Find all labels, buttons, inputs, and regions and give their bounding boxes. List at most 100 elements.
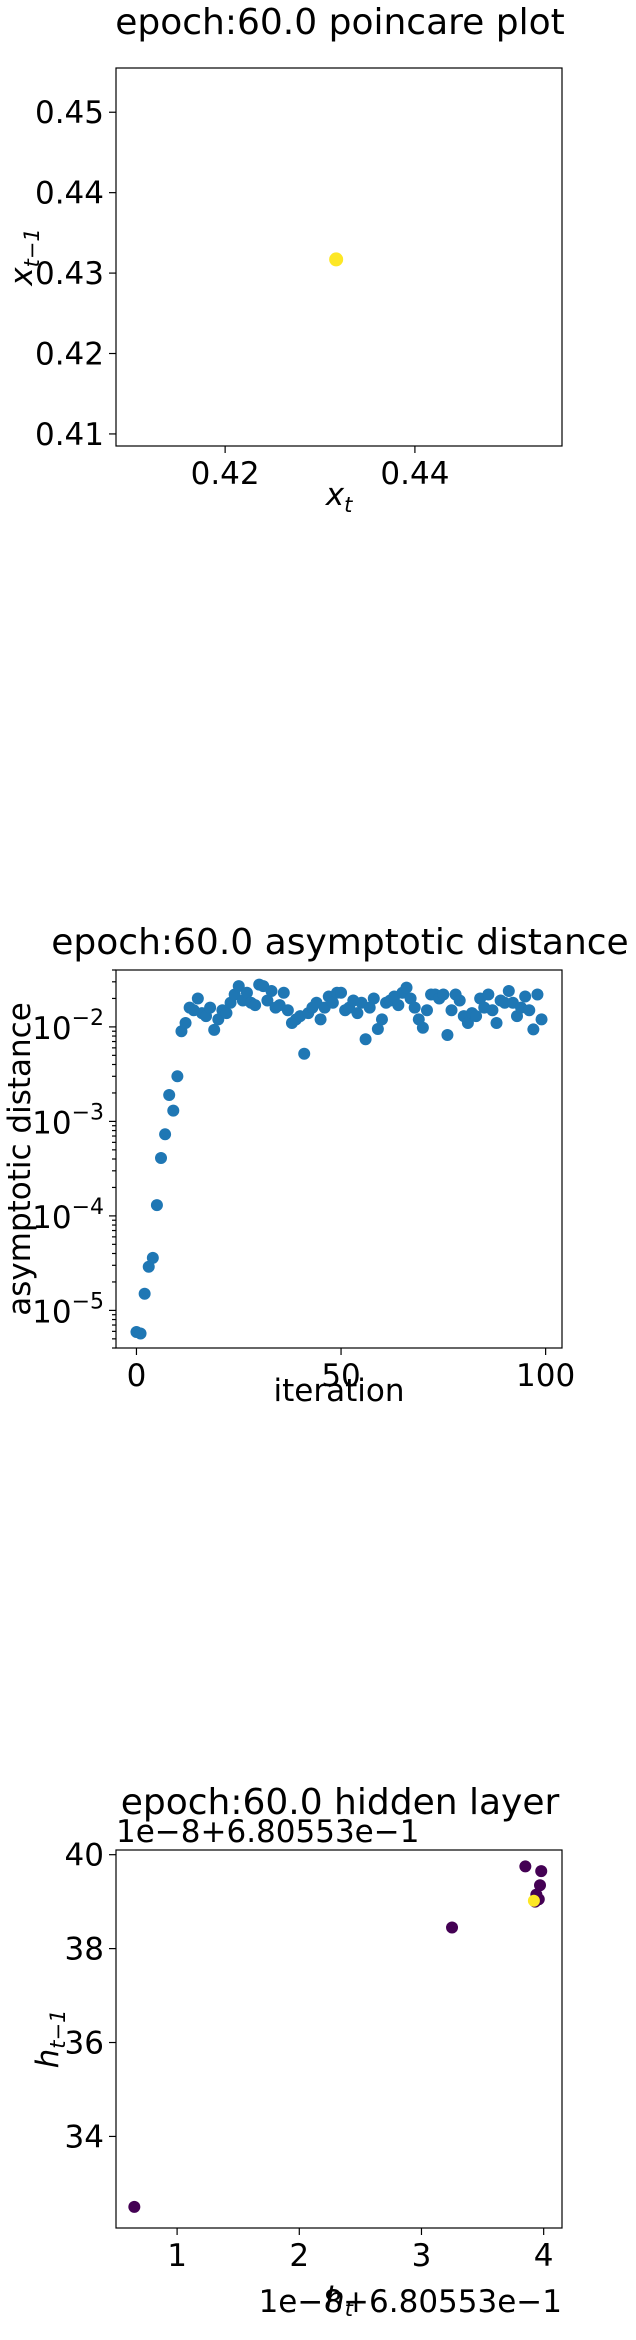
data-point	[502, 984, 515, 997]
data-point	[155, 1151, 168, 1164]
data-point	[535, 1013, 548, 1026]
asymptotic-points	[130, 978, 548, 1340]
data-point	[351, 1007, 364, 1020]
data-point	[359, 1033, 372, 1046]
data-point	[523, 1004, 536, 1017]
y-tick-label: 36	[65, 2026, 104, 2062]
data-point	[232, 980, 245, 993]
y-tick-label: 0.45	[35, 95, 104, 131]
data-point	[134, 1327, 147, 1340]
poincare-y-ticks: 0.41 0.42 0.43 0.44 0.45	[35, 95, 116, 453]
poincare-x-ticks: 0.42 0.44	[191, 446, 449, 492]
data-point	[204, 1001, 217, 1014]
hidden-layer-y-offset: 1e−8+6.80553e−1	[116, 1814, 419, 1850]
data-point	[265, 984, 278, 997]
hidden-layer-y-label: ht−1	[30, 2010, 70, 2069]
data-point	[461, 1016, 474, 1029]
hidden-layer-title: epoch:60.0 hidden layer	[121, 1782, 560, 1823]
hidden-layer-chart: epoch:60.0 hidden layer 1e−8+6.80553e−1 …	[30, 1782, 563, 2321]
svg-text:asymptotic distance: asymptotic distance	[2, 1002, 38, 1316]
y-tick-label: 40	[65, 1838, 104, 1874]
data-point	[470, 1010, 483, 1023]
hidden-layer-x-offset: 1e−8+6.80553e−1	[259, 2284, 562, 2320]
data-point	[392, 999, 405, 1012]
y-tick-label: 34	[65, 2119, 104, 2155]
x-tick-label: 50	[321, 1358, 360, 1394]
data-point	[163, 1089, 176, 1102]
data-point	[490, 1016, 503, 1029]
svg-text:xt−1: xt−1	[4, 228, 44, 287]
data-point	[441, 1029, 454, 1042]
data-point	[191, 992, 204, 1005]
data-point	[138, 1287, 151, 1300]
x-tick-label: 1	[167, 2238, 187, 2274]
asymptotic-distance-title: epoch:60.0 asymptotic distance	[51, 922, 628, 963]
x-tick-label: 0.42	[191, 456, 260, 492]
data-point	[531, 988, 544, 1001]
x-tick-label: 0	[127, 1358, 147, 1394]
asymptotic-distance-chart: epoch:60.0 asymptotic distance 0 50 100 10…	[2, 922, 629, 1409]
poincare-plot-title: epoch:60.0 poincare plot	[115, 2, 565, 43]
data-point	[408, 1001, 421, 1014]
poincare-plot-axes	[115, 67, 563, 447]
data-point	[167, 1104, 180, 1117]
poincare-points	[329, 252, 344, 267]
data-point	[329, 252, 344, 267]
x-tick-label: 2	[289, 2238, 309, 2274]
svg-text:ht−1: ht−1	[30, 2010, 70, 2069]
poincare-y-label: xt−1	[4, 228, 44, 287]
y-tick-label: 0.43	[35, 256, 104, 292]
data-point	[326, 996, 339, 1009]
data-point	[261, 994, 274, 1007]
data-point	[146, 1251, 159, 1264]
data-point	[535, 1865, 548, 1878]
data-point	[367, 992, 380, 1005]
data-point	[519, 990, 532, 1003]
data-point	[277, 986, 290, 999]
data-point	[519, 1860, 532, 1873]
data-point	[249, 999, 262, 1012]
data-point	[486, 1004, 499, 1017]
data-point	[416, 1021, 429, 1034]
data-point	[363, 1001, 376, 1014]
data-point	[179, 1016, 192, 1029]
asymptotic-y-label: asymptotic distance	[2, 1002, 38, 1316]
x-tick-label: 3	[412, 2238, 432, 2274]
data-point	[482, 988, 495, 1001]
y-tick-label: 10−3	[32, 1100, 104, 1141]
asymptotic-x-label: iteration	[274, 1373, 405, 1409]
data-point	[281, 1004, 294, 1017]
y-tick-label: 38	[65, 1932, 104, 1968]
y-tick-label: 10−2	[32, 1006, 104, 1047]
y-tick-label: 0.44	[35, 176, 104, 212]
hidden-layer-y-ticks: 34 36 38 40	[65, 1838, 116, 2155]
poincare-plot-chart: epoch:60.0 poincare plot 0.42 0.44 0.410.…	[4, 2, 565, 517]
data-point	[335, 986, 348, 999]
data-point	[445, 1004, 458, 1017]
data-point	[298, 1047, 311, 1060]
y-tick-label: 10−5	[32, 1289, 104, 1330]
data-point	[208, 1023, 221, 1036]
data-point	[159, 1128, 172, 1141]
y-tick-label: 0.41	[35, 417, 104, 453]
x-tick-label: 4	[534, 2238, 554, 2274]
data-point	[437, 988, 450, 1001]
data-point	[446, 1921, 459, 1934]
y-tick-label: 0.42	[35, 337, 104, 373]
data-point	[371, 1022, 384, 1035]
data-point	[404, 992, 417, 1005]
data-point	[150, 1199, 163, 1212]
x-tick-label: 0.44	[380, 456, 449, 492]
data-point	[171, 1070, 184, 1083]
asymptotic-x-ticks: 0 50 100	[127, 1348, 575, 1394]
data-point	[128, 2200, 141, 2213]
poincare-x-label: xt	[325, 477, 353, 517]
data-point	[212, 1013, 225, 1026]
hidden-layer-points	[128, 1860, 548, 2213]
y-tick-label: 10−4	[32, 1195, 104, 1236]
data-point	[527, 1894, 540, 1907]
data-point	[400, 981, 413, 994]
hidden-layer-axes	[115, 1849, 563, 2229]
data-point	[534, 1879, 547, 1892]
data-point	[240, 986, 253, 999]
